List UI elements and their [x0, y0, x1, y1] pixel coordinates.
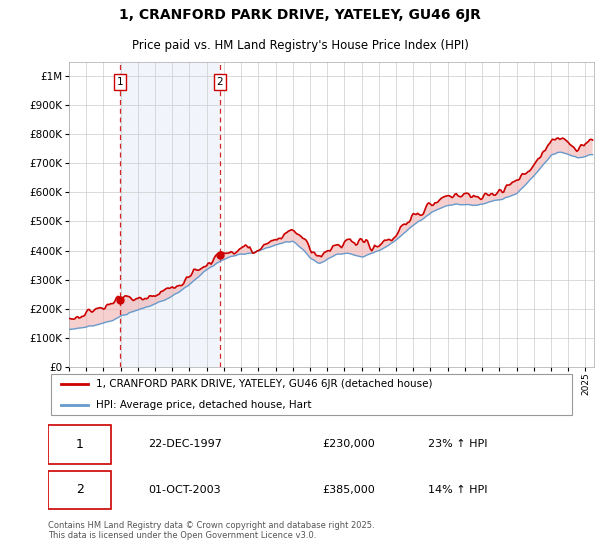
Text: 22-DEC-1997: 22-DEC-1997 [148, 440, 222, 449]
FancyBboxPatch shape [50, 374, 572, 415]
Text: 1, CRANFORD PARK DRIVE, YATELEY, GU46 6JR: 1, CRANFORD PARK DRIVE, YATELEY, GU46 6J… [119, 8, 481, 22]
Text: HPI: Average price, detached house, Hart: HPI: Average price, detached house, Hart [95, 400, 311, 410]
Bar [120, 62, 220, 367]
Text: 01-OCT-2003: 01-OCT-2003 [148, 485, 221, 495]
Text: Contains HM Land Registry data © Crown copyright and database right 2025.
This d: Contains HM Land Registry data © Crown c… [48, 521, 374, 540]
Text: Price paid vs. HM Land Registry's House Price Index (HPI): Price paid vs. HM Land Registry's House … [131, 39, 469, 52]
Text: 2: 2 [76, 483, 83, 496]
Text: 1, CRANFORD PARK DRIVE, YATELEY, GU46 6JR (detached house): 1, CRANFORD PARK DRIVE, YATELEY, GU46 6J… [95, 379, 432, 389]
FancyBboxPatch shape [48, 425, 112, 464]
Text: 2: 2 [217, 77, 223, 87]
Text: £230,000: £230,000 [323, 440, 376, 449]
FancyBboxPatch shape [48, 470, 112, 509]
Text: 1: 1 [76, 438, 83, 451]
Text: 23% ↑ HPI: 23% ↑ HPI [428, 440, 488, 449]
Text: £385,000: £385,000 [323, 485, 376, 495]
Text: 1: 1 [116, 77, 123, 87]
Text: 14% ↑ HPI: 14% ↑ HPI [428, 485, 488, 495]
